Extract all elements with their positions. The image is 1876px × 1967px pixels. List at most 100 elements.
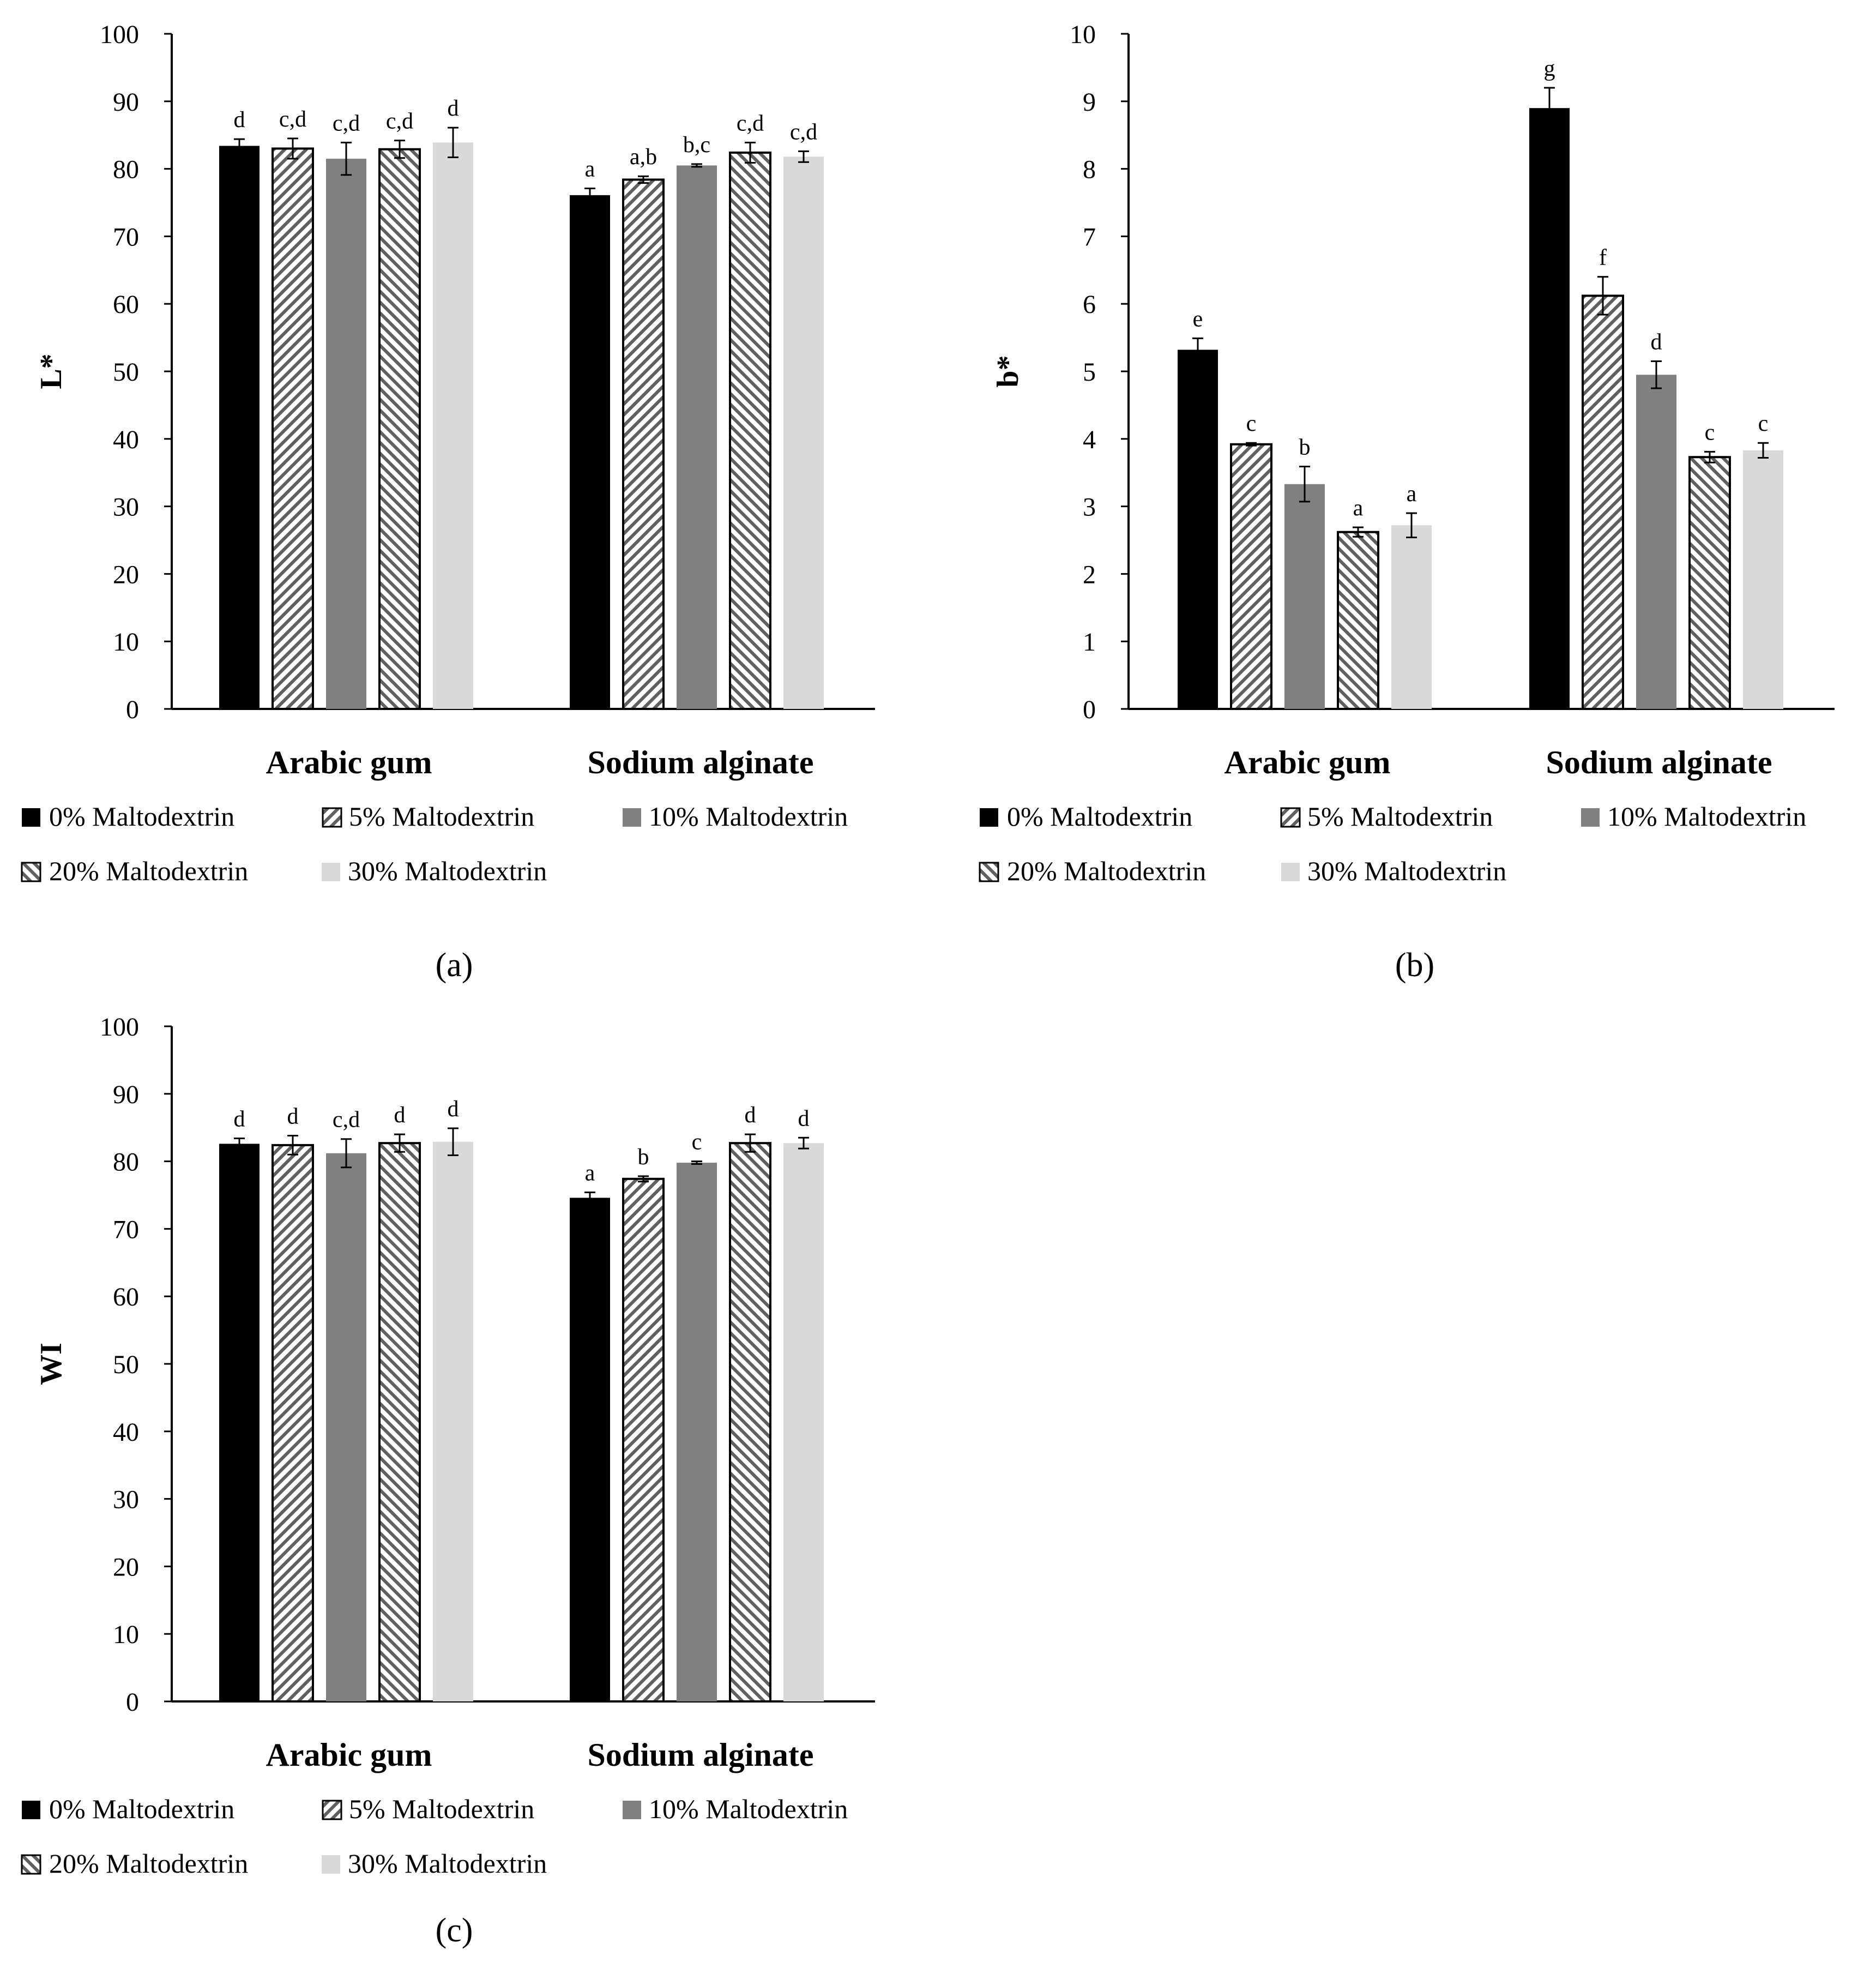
y-tick-label: 80 bbox=[113, 1148, 139, 1177]
significance-letter: d bbox=[234, 107, 245, 133]
significance-letter: d bbox=[1651, 329, 1662, 354]
significance-letter: c,d bbox=[333, 1108, 360, 1133]
legend-swatch-2 bbox=[623, 1801, 641, 1819]
significance-letter: b,c bbox=[683, 133, 710, 158]
y-tick-label: 9 bbox=[1083, 88, 1096, 117]
y-tick-label: 60 bbox=[113, 290, 139, 319]
bar bbox=[1636, 375, 1676, 709]
bar bbox=[326, 1153, 366, 1701]
panel-c-ylabel: WI bbox=[34, 1343, 68, 1385]
legend-label-2: 10% Maltodextrin bbox=[649, 801, 848, 832]
y-tick-label: 90 bbox=[113, 88, 139, 117]
significance-letter: c,d bbox=[333, 111, 360, 136]
bar bbox=[1337, 531, 1379, 710]
panel-c-category-arabic: Arabic gum bbox=[266, 1737, 432, 1773]
legend-label-4: 30% Maltodextrin bbox=[348, 1848, 547, 1879]
bar bbox=[570, 195, 610, 709]
y-tick-label: 2 bbox=[1083, 560, 1096, 589]
bar bbox=[729, 1142, 771, 1703]
bar bbox=[1743, 450, 1783, 709]
legend-swatch-0 bbox=[22, 808, 40, 827]
significance-letter: a bbox=[1407, 482, 1417, 507]
bar bbox=[433, 1141, 473, 1701]
legend-swatch-1 bbox=[1280, 807, 1301, 828]
panel-a-ylabel: L* bbox=[34, 353, 68, 389]
panel-a-label: (a) bbox=[436, 947, 473, 984]
legend-label-0: 0% Maltodextrin bbox=[1007, 801, 1192, 832]
panel-c: WI d a d b c,d c d d d d 0 10 20 30 40 50 60 70 80 90 100 A… bbox=[21, 1013, 875, 1949]
legend-label-4: 30% Maltodextrin bbox=[1307, 856, 1506, 886]
bar bbox=[1391, 525, 1432, 709]
panel-a-marks: d a c,d a,b c,d b,c c,d c,d d c,d bbox=[219, 96, 824, 711]
panel-b-label: (b) bbox=[1395, 947, 1434, 984]
y-tick-label: 8 bbox=[1083, 155, 1096, 184]
significance-letter: c,d bbox=[790, 119, 817, 145]
bar bbox=[272, 1144, 314, 1703]
significance-letter: b bbox=[638, 1145, 649, 1170]
legend-swatch-3 bbox=[21, 862, 41, 882]
legend-swatch-4 bbox=[1281, 863, 1300, 881]
significance-letter: c bbox=[1705, 420, 1715, 445]
panel-b-y-ticks: 0 1 2 3 4 5 6 7 8 9 10 bbox=[1070, 20, 1129, 724]
significance-letter: d bbox=[234, 1107, 245, 1132]
y-tick-label: 5 bbox=[1083, 358, 1096, 387]
bar bbox=[677, 165, 717, 709]
y-tick-label: 50 bbox=[113, 358, 139, 387]
legend-swatch-0 bbox=[22, 1801, 40, 1819]
panel-a-category-arabic: Arabic gum bbox=[266, 744, 432, 780]
legend-swatch-1 bbox=[322, 807, 342, 828]
panel-a-category-sodium: Sodium alginate bbox=[587, 744, 813, 780]
legend-label-3: 20% Maltodextrin bbox=[49, 856, 248, 886]
y-tick-label: 60 bbox=[113, 1283, 139, 1312]
bar bbox=[433, 142, 473, 709]
y-tick-label: 20 bbox=[113, 1553, 139, 1581]
bar bbox=[783, 157, 824, 709]
significance-letter: g bbox=[1544, 56, 1555, 81]
legend-label-2: 10% Maltodextrin bbox=[649, 1794, 848, 1824]
legend-swatch-4 bbox=[322, 863, 340, 881]
y-tick-label: 40 bbox=[113, 1418, 139, 1447]
panel-b-category-sodium: Sodium alginate bbox=[1546, 744, 1772, 780]
legend-label-0: 0% Maltodextrin bbox=[49, 1794, 234, 1824]
bar bbox=[378, 1142, 421, 1703]
panel-a: L* d a c,d a,b c,d b,c c,d c,d d c,d 0 10 20 30 40 50 6… bbox=[21, 20, 875, 984]
y-tick-label: 30 bbox=[113, 493, 139, 522]
y-tick-label: 1 bbox=[1083, 628, 1096, 657]
legend-swatch-2 bbox=[1581, 808, 1600, 827]
significance-letter: b bbox=[1299, 435, 1311, 460]
y-tick-label: 3 bbox=[1083, 493, 1096, 522]
y-tick-label: 7 bbox=[1083, 222, 1096, 251]
y-tick-label: 30 bbox=[113, 1485, 139, 1514]
significance-letter: e bbox=[1193, 306, 1203, 332]
significance-letter: c,d bbox=[737, 111, 764, 136]
bar bbox=[1284, 484, 1325, 709]
bar bbox=[1529, 108, 1570, 709]
y-tick-label: 50 bbox=[113, 1350, 139, 1379]
panel-a-legend: 0% Maltodextrin 5% Maltodextrin 10% Malt… bbox=[21, 801, 848, 886]
panel-c-label: (c) bbox=[436, 1912, 473, 1949]
y-tick-label: 80 bbox=[113, 155, 139, 184]
significance-letter: d bbox=[287, 1104, 299, 1129]
bar bbox=[1230, 443, 1272, 710]
bar bbox=[326, 159, 366, 709]
bar bbox=[783, 1143, 824, 1701]
legend-label-3: 20% Maltodextrin bbox=[49, 1848, 248, 1879]
y-tick-label: 4 bbox=[1083, 425, 1096, 454]
significance-letter: a,b bbox=[630, 145, 657, 170]
significance-letter: c,d bbox=[386, 109, 413, 134]
significance-letter: d bbox=[798, 1106, 810, 1131]
y-tick-label: 70 bbox=[113, 222, 139, 251]
bar bbox=[272, 147, 314, 711]
significance-letter: c bbox=[1758, 411, 1769, 436]
y-tick-label: 0 bbox=[126, 1688, 139, 1717]
panel-b-marks: e g c f b d a c a c bbox=[1178, 56, 1783, 710]
legend-label-4: 30% Maltodextrin bbox=[348, 856, 547, 886]
significance-letter: a bbox=[585, 157, 595, 182]
panel-c-marks: d a d b c,d c d d d d bbox=[219, 1097, 824, 1703]
y-tick-label: 0 bbox=[126, 695, 139, 724]
bar bbox=[570, 1198, 610, 1701]
panel-a-y-ticks: 0 10 20 30 40 50 60 70 80 90 100 bbox=[100, 20, 172, 724]
legend-swatch-4 bbox=[322, 1855, 340, 1874]
y-tick-label: 100 bbox=[100, 20, 139, 49]
